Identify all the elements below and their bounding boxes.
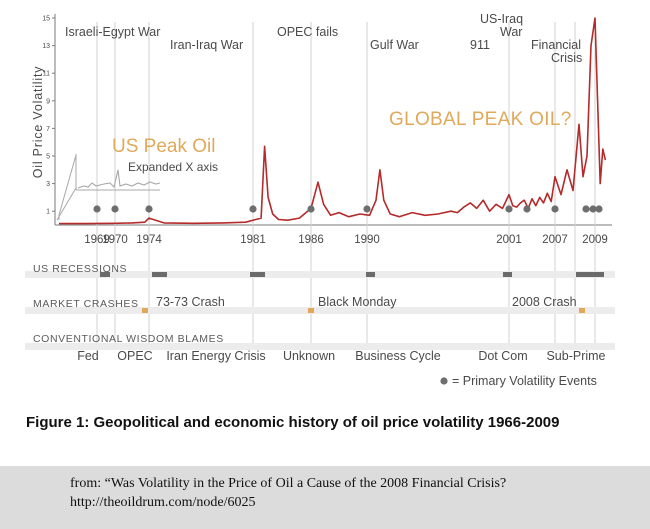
volatility-event-dot [145, 205, 153, 213]
crash-label: Black Monday [318, 295, 397, 309]
crash-marker [308, 308, 314, 313]
y-tick-label: 1 [46, 209, 50, 216]
event-label: OPEC fails [277, 25, 338, 39]
volatility-event-dot [589, 205, 597, 213]
y-tick-label: 5 [46, 154, 50, 161]
blame-label: Fed [77, 349, 99, 363]
volatility-event-dot [363, 205, 371, 213]
recession-bar [250, 272, 265, 277]
volatility-event-dot [307, 205, 315, 213]
blame-label: Unknown [283, 349, 335, 363]
blames-band [25, 343, 615, 350]
y-axis-label: Oil Price Volatility [31, 66, 45, 179]
crash-label: 73-73 Crash [156, 295, 225, 309]
crash-marker [579, 308, 585, 313]
event-label: Gulf War [370, 38, 419, 52]
y-tick-label: 11 [43, 71, 50, 78]
event-label: War [500, 25, 522, 39]
source-citation: from: “Was Volatility in the Price of Oi… [70, 476, 507, 510]
volatility-event-dot [582, 205, 590, 213]
blame-label: Dot Com [478, 349, 527, 363]
blame-label: OPEC [117, 349, 152, 363]
y-tick-label: 7 [46, 126, 50, 133]
y-tick-label: 3 [46, 181, 50, 188]
volatility-event-dot [595, 205, 603, 213]
y-tick-label: 13 [42, 43, 50, 50]
event-label: Financial [531, 38, 581, 52]
inset-series-line [77, 169, 161, 189]
blame-label: Iran Energy Crisis [166, 349, 265, 363]
recession-bar [366, 272, 375, 277]
volatility-event-dot [111, 205, 119, 213]
event-label: 911 [470, 38, 490, 52]
volatility-event-dot [523, 205, 531, 213]
recession-bar [503, 272, 512, 277]
recession-bar [576, 272, 604, 277]
blame-label: Sub-Prime [546, 349, 605, 363]
crashes-label: MARKET CRASHES [33, 298, 139, 310]
crash-marker [142, 308, 148, 313]
volatility-event-dot [505, 205, 513, 213]
recession-bar [100, 272, 110, 277]
y-tick-label: 15 [42, 16, 50, 23]
global-peak-oil-annotation: GLOBAL PEAK OIL? [389, 109, 572, 130]
volatility-event-dot [551, 205, 559, 213]
inset-connector-bottom [56, 187, 77, 221]
volatility-event-dot [249, 205, 257, 213]
figure-caption: Figure 1: Geopolitical and economic hist… [26, 414, 560, 431]
recession-bar [152, 272, 167, 277]
event-label: US-Iraq [480, 12, 523, 26]
legend-text: = Primary Volatility Events [452, 374, 597, 388]
legend-dot [440, 377, 448, 385]
inset-connector-top [58, 154, 77, 220]
source-box: from: “Was Volatility in the Price of Oi… [0, 466, 650, 529]
us-peak-oil-annotation: US Peak Oil [112, 136, 215, 157]
event-label: Israeli-Egypt War [65, 25, 160, 39]
y-tick-label: 9 [46, 98, 50, 105]
crash-label: 2008 Crash [512, 295, 577, 309]
event-label: Crisis [551, 51, 582, 65]
crashes-band [25, 307, 615, 314]
recessions-band [25, 271, 615, 278]
blames-label: CONVENTIONAL WISDOM BLAMES [33, 333, 224, 345]
recessions-label: US RECESSIONS [33, 263, 127, 275]
blame-label: Business Cycle [355, 349, 440, 363]
event-label: Iran-Iraq War [170, 38, 243, 52]
expanded-x-axis-label: Expanded X axis [128, 160, 218, 174]
volatility-event-dot [93, 205, 101, 213]
volatility-series-line [59, 17, 607, 225]
